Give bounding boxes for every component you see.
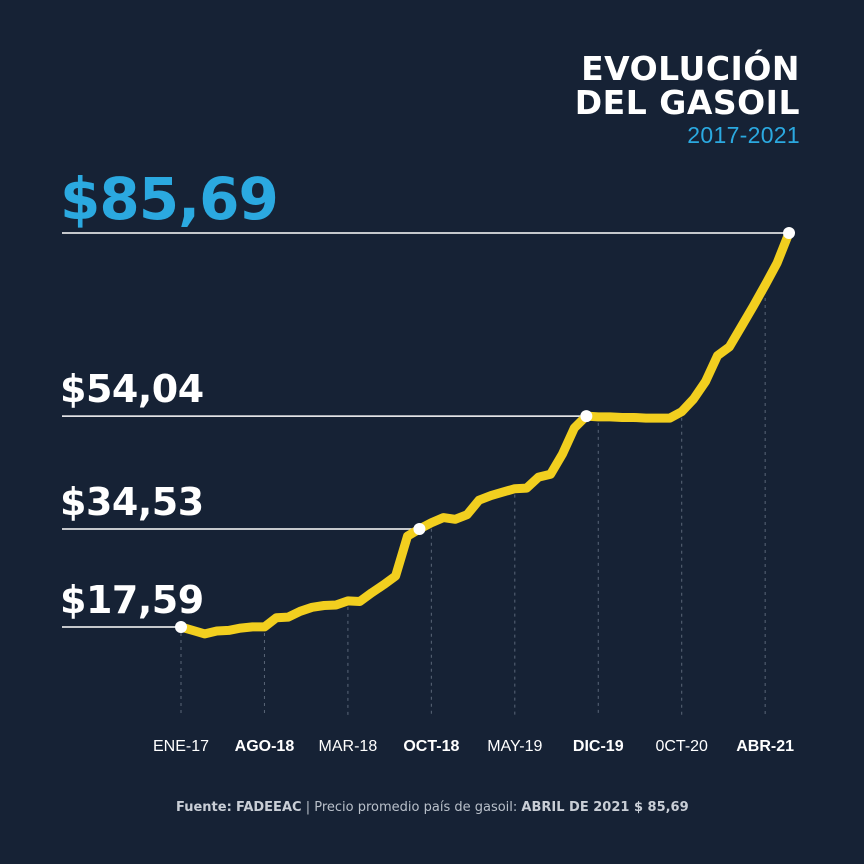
x-tick-label: AGO-18 — [235, 738, 295, 755]
data-point — [413, 522, 426, 535]
chart-title: EVOLUCIÓN DEL GASOIL — [575, 52, 800, 120]
source-name: FADEEAC — [235, 800, 302, 815]
data-point — [783, 227, 795, 239]
value-label: $34,53 — [60, 480, 204, 524]
title-line-1: EVOLUCIÓN — [581, 49, 800, 88]
x-tick-label: MAY-19 — [487, 738, 542, 755]
source-label: Fuente: — [176, 800, 232, 815]
x-tick-label: MAR-18 — [319, 738, 378, 755]
data-point — [175, 621, 187, 633]
x-tick-label: OCT-18 — [403, 738, 459, 755]
data-point — [580, 410, 593, 423]
x-tick-label: ENE-17 — [153, 738, 209, 755]
source-separator: | — [305, 800, 311, 815]
series-line — [176, 228, 794, 639]
source-highlight: ABRIL DE 2021 $ 85,69 — [521, 800, 689, 815]
x-tick-label: ABR-21 — [736, 738, 794, 755]
title-line-2: DEL GASOIL — [574, 83, 800, 122]
source-description: Precio promedio país de gasoil: — [314, 800, 518, 815]
value-label: $85,69 — [60, 165, 278, 233]
source-note: Fuente: FADEEAC | Precio promedio país d… — [0, 800, 864, 815]
chart-subtitle: 2017-2021 — [687, 122, 800, 148]
x-tick-label: DIC-19 — [573, 738, 624, 755]
value-label: $17,59 — [60, 578, 204, 622]
value-label: $54,04 — [60, 367, 204, 411]
x-tick-label: 0CT-20 — [655, 738, 708, 755]
